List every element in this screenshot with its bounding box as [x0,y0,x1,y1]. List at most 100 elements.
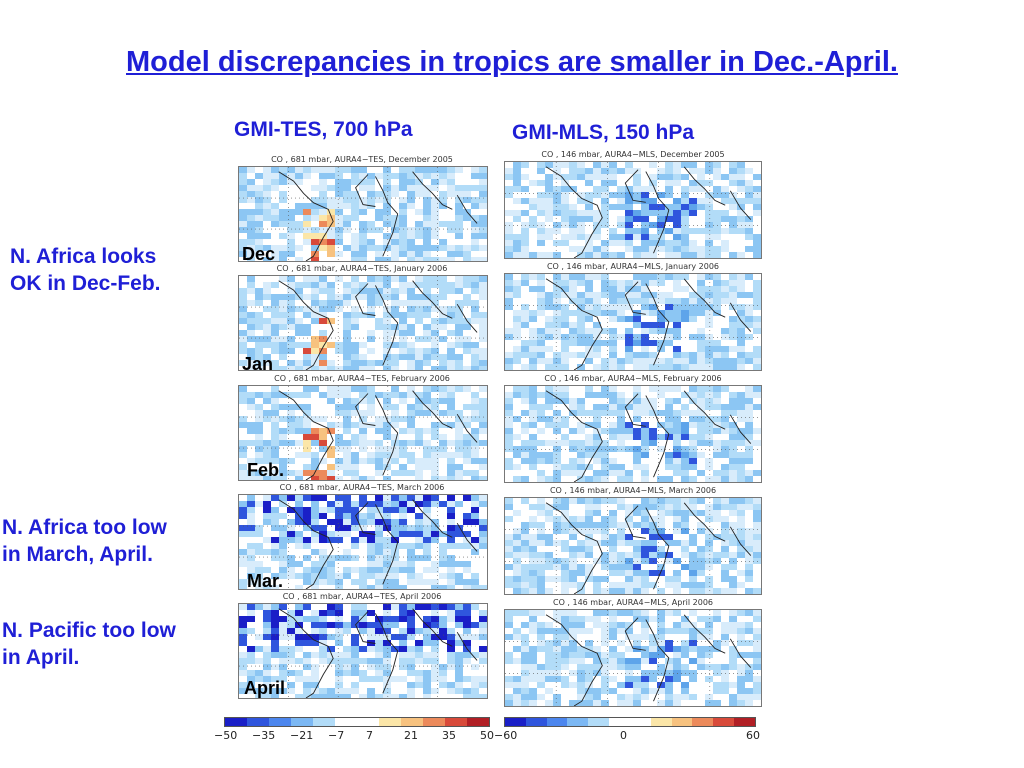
map-cell [689,540,697,546]
map-cell [625,192,633,198]
map-cell [391,251,399,257]
map-cell [705,340,713,346]
map-cell [391,622,399,628]
map-cell [407,404,415,410]
map-cell [657,204,665,210]
map-cell [753,174,761,180]
map-cell [625,246,633,252]
map-cell [649,616,657,622]
map-cell [537,162,545,168]
map-cell [303,446,311,452]
map-cell [311,567,319,573]
map-cell [375,652,383,658]
map-cell [311,294,319,300]
map-cell [505,616,513,622]
map-cell [657,316,665,322]
map-cell [521,228,529,234]
map-cell [713,222,721,228]
map-cell [439,573,447,579]
map-cell [367,386,375,392]
map-cell [713,192,721,198]
map-cell [705,540,713,546]
map-cell [343,470,351,476]
map-cell [689,298,697,304]
map-cell [239,658,247,664]
map-cell [633,464,641,470]
map-cell [391,458,399,464]
map-cell [649,552,657,558]
map-cell [681,192,689,198]
map-cell [649,558,657,564]
map-cell [617,652,625,658]
map-cell [689,392,697,398]
map-cell [633,694,641,700]
map-cell [561,310,569,316]
map-cell [713,352,721,358]
map-cell [561,622,569,628]
map-cell [471,458,479,464]
map-cell [633,658,641,664]
map-cell [479,682,487,688]
map-cell [319,507,327,513]
map-cell [319,694,327,698]
map-cell [681,234,689,240]
map-cell [239,422,247,428]
map-cell [423,251,431,257]
map-cell [673,540,681,546]
map-cell [593,174,601,180]
map-cell [681,358,689,364]
map-cell [367,549,375,555]
map-cell [359,410,367,416]
map-cell [641,670,649,676]
map-cell [407,440,415,446]
map-cell [327,167,335,173]
map-cell [343,392,351,398]
map-cell [279,354,287,360]
map-cell [327,507,335,513]
map-cell [447,470,455,476]
map-cell [239,616,247,622]
map-cell [343,360,351,366]
coastline [683,166,726,206]
map-cell [407,567,415,573]
map-cell [553,186,561,192]
map-cell [359,476,367,480]
map-cell [359,525,367,531]
map-cell [319,209,327,215]
map-cell [287,306,295,312]
map-cell [247,682,255,688]
map-cell [569,328,577,334]
map-cell [729,252,737,258]
map-cell [391,646,399,652]
map-cell [513,310,521,316]
map-cell [239,167,247,173]
map-cell [521,316,529,322]
map-cell [279,197,287,203]
map-cell [681,528,689,534]
map-cell [569,428,577,434]
map-cell [455,634,463,640]
map-cell [513,552,521,558]
map-cell [447,640,455,646]
map-cell [569,274,577,280]
map-cell [271,404,279,410]
map-cell [295,452,303,458]
map-cell [271,664,279,670]
map-cell [455,336,463,342]
map-cell [697,616,705,622]
map-cell [423,336,431,342]
map-cell [505,610,513,616]
map-cell [529,540,537,546]
map-cell [713,588,721,594]
map-cell [505,352,513,358]
map-cell [665,316,673,322]
map-cell [447,616,455,622]
map-cell [455,245,463,251]
map-cell [609,522,617,528]
map-cell [463,257,471,261]
map-cell [263,610,271,616]
map-cell [415,682,423,688]
map-cell [303,348,311,354]
map-cell [705,676,713,682]
map-cell [513,534,521,540]
